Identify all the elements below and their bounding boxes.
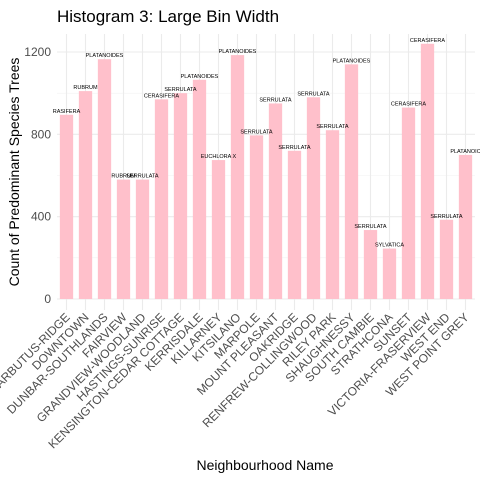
bar-label: PLATANOIDES bbox=[181, 74, 219, 80]
chart-title: Histogram 3: Large Bin Width bbox=[57, 7, 279, 26]
y-tick-label: 0 bbox=[44, 292, 51, 306]
bar-label: SERRULATA bbox=[278, 145, 311, 151]
bar-label: CERASIFERA bbox=[391, 102, 426, 108]
bar bbox=[135, 179, 150, 299]
bar bbox=[344, 64, 359, 299]
bar bbox=[325, 130, 340, 299]
bar bbox=[306, 97, 321, 300]
x-axis-title: Neighbourhood Name bbox=[197, 457, 334, 473]
bar-label: SERRULATA bbox=[316, 124, 349, 130]
bar-labels-group: RASIFERARUBRUMPLATANOIDESRUBRUMSERRULATA… bbox=[53, 38, 480, 249]
bar bbox=[363, 230, 378, 299]
bar bbox=[268, 103, 283, 299]
bar bbox=[192, 79, 207, 299]
bar-label: RUBRUM bbox=[73, 85, 98, 91]
y-tick-labels: 0 400 800 1200 bbox=[24, 45, 51, 306]
bar bbox=[401, 107, 416, 299]
bar bbox=[97, 59, 112, 300]
bar bbox=[173, 93, 188, 300]
bar-label: SERRULATA bbox=[126, 174, 159, 180]
bar-label: RUBRUM bbox=[111, 174, 136, 180]
y-tick-label: 400 bbox=[31, 210, 51, 224]
bar bbox=[382, 248, 397, 299]
bar-label: PLATANOIDES bbox=[86, 53, 124, 59]
bar bbox=[154, 99, 169, 299]
bar bbox=[230, 55, 245, 300]
bar-label: SYLVATICA bbox=[375, 243, 404, 249]
bar bbox=[287, 150, 302, 299]
bar-label: PLATANOIDES bbox=[333, 58, 371, 64]
bar-label: SERRULATA bbox=[164, 87, 197, 93]
bar-label: EUCHLORA X bbox=[201, 154, 237, 160]
bar-label: PLATANOIDES bbox=[219, 49, 257, 55]
bar bbox=[249, 135, 264, 299]
bar bbox=[59, 114, 74, 299]
y-tick-label: 800 bbox=[31, 127, 51, 141]
bar-label: SERRULATA bbox=[259, 97, 292, 103]
bar bbox=[458, 154, 473, 299]
bar bbox=[439, 219, 454, 299]
bar-label: SERRULATA bbox=[430, 214, 463, 220]
bar-label: RASIFERA bbox=[53, 109, 81, 115]
bar bbox=[211, 160, 226, 299]
bar bbox=[420, 43, 435, 300]
bar bbox=[78, 91, 93, 299]
bar-label: CERASIFERA bbox=[410, 38, 445, 44]
bar-label: SERRULATA bbox=[240, 129, 273, 135]
bar-label: CERASIFERA bbox=[144, 93, 179, 99]
bar bbox=[116, 179, 131, 299]
bar-label: SERRULATA bbox=[354, 224, 387, 230]
bars-group bbox=[59, 43, 473, 300]
bar-label: SERRULATA bbox=[297, 91, 330, 97]
y-tick-label: 1200 bbox=[24, 45, 51, 59]
y-axis-title: Count of Predominant Species Trees bbox=[6, 58, 22, 287]
x-tick-labels: ARBUTUS-RIDGEDOWNTOWNDUNBAR-SOUTHLANDSFA… bbox=[0, 310, 472, 452]
bar-label: PLATANOIC bbox=[450, 149, 480, 155]
